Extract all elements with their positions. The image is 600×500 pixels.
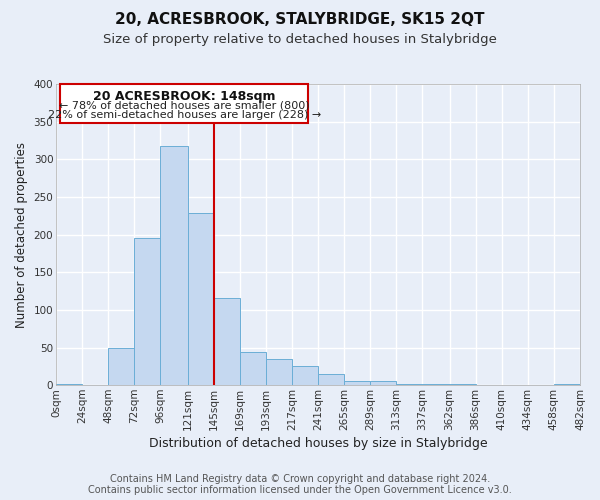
Bar <box>160 146 188 385</box>
Bar <box>292 366 318 385</box>
FancyBboxPatch shape <box>61 84 308 123</box>
X-axis label: Distribution of detached houses by size in Stalybridge: Distribution of detached houses by size … <box>149 437 487 450</box>
Bar <box>554 384 580 385</box>
Text: 22% of semi-detached houses are larger (228) →: 22% of semi-detached houses are larger (… <box>48 110 321 120</box>
Bar <box>344 380 370 385</box>
Text: Size of property relative to detached houses in Stalybridge: Size of property relative to detached ho… <box>103 32 497 46</box>
Bar <box>422 384 449 385</box>
Bar <box>188 214 214 385</box>
Text: Contains public sector information licensed under the Open Government Licence v3: Contains public sector information licen… <box>88 485 512 495</box>
Bar <box>240 352 266 385</box>
Y-axis label: Number of detached properties: Number of detached properties <box>15 142 28 328</box>
Bar <box>370 382 397 385</box>
Bar <box>134 238 160 385</box>
Text: Contains HM Land Registry data © Crown copyright and database right 2024.: Contains HM Land Registry data © Crown c… <box>110 474 490 484</box>
Text: 20 ACRESBROOK: 148sqm: 20 ACRESBROOK: 148sqm <box>93 90 275 103</box>
Bar <box>56 384 82 385</box>
Bar <box>449 384 476 385</box>
Bar <box>214 298 240 385</box>
Bar <box>108 348 134 385</box>
Text: ← 78% of detached houses are smaller (800): ← 78% of detached houses are smaller (80… <box>59 100 310 110</box>
Bar <box>397 384 422 385</box>
Bar <box>266 359 292 385</box>
Bar <box>318 374 344 385</box>
Text: 20, ACRESBROOK, STALYBRIDGE, SK15 2QT: 20, ACRESBROOK, STALYBRIDGE, SK15 2QT <box>115 12 485 28</box>
